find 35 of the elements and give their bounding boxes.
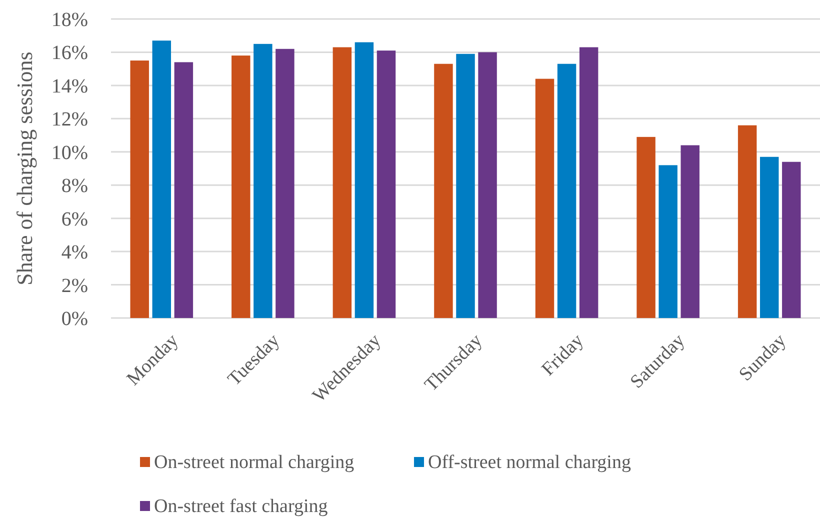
bar — [456, 54, 475, 318]
y-tick-label: 0% — [61, 308, 88, 330]
bar — [174, 62, 194, 318]
y-tick-label: 18% — [51, 9, 88, 31]
bar — [579, 47, 598, 318]
bar — [152, 40, 172, 318]
bar — [332, 47, 352, 318]
bar — [232, 56, 250, 318]
bar — [276, 48, 294, 318]
bar — [782, 162, 801, 318]
y-tick-label: 4% — [61, 242, 88, 264]
y-tick-label: 2% — [61, 274, 88, 297]
y-tick-label: 12% — [51, 108, 88, 131]
bar — [636, 136, 656, 318]
bar — [130, 60, 149, 318]
bar — [478, 52, 497, 318]
y-tick-label: 8% — [61, 175, 88, 198]
legend-label: Off-street normal charging — [428, 452, 632, 473]
bar — [535, 78, 554, 318]
bar — [376, 50, 396, 318]
bar — [658, 165, 678, 318]
bar — [557, 64, 576, 318]
legend-label: On-street normal charging — [154, 452, 355, 473]
y-tick-label: 6% — [61, 208, 88, 230]
y-tick-label: 16% — [51, 42, 88, 64]
y-tick-label: 14% — [51, 75, 88, 98]
y-tick-label: 10% — [51, 142, 88, 164]
bar — [434, 64, 453, 318]
bar — [760, 156, 779, 318]
y-axis-title: Share of charging sessions — [12, 52, 37, 286]
bar — [680, 145, 700, 318]
bar — [354, 42, 374, 318]
bar — [254, 44, 272, 318]
legend-label: On-street fast charging — [154, 496, 328, 517]
bar — [738, 125, 757, 318]
